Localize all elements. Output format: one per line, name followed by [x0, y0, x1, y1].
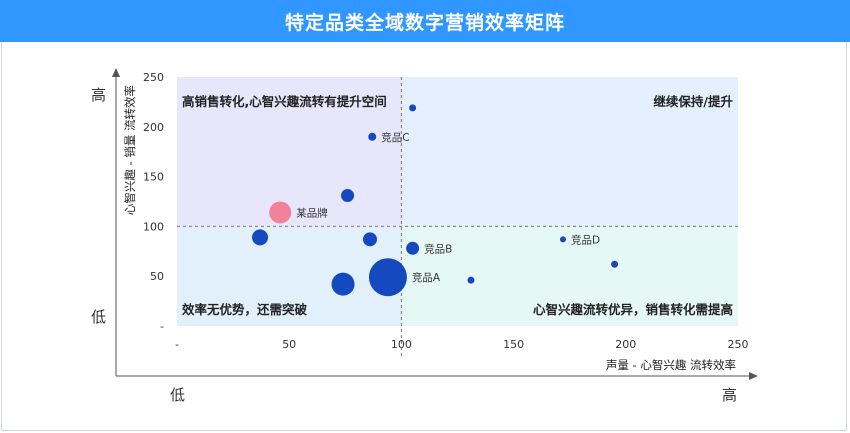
quadrant-label-top-left: 高销售转化,心智兴趣流转有提升空间	[182, 94, 387, 109]
x-tick-label: 50	[282, 338, 296, 351]
x-tick-label: 250	[728, 338, 749, 351]
bubble-label: 竞品A	[412, 271, 441, 284]
y-axis-arrow	[112, 68, 120, 77]
x-tick-label: 150	[503, 338, 524, 351]
chart-frame	[1, 42, 847, 431]
bubble-point	[467, 276, 475, 284]
x-axis-title: 声量 - 心智兴趣 流转效率	[606, 358, 736, 372]
x-axis-arrow	[749, 372, 758, 380]
bubble-point	[406, 241, 420, 255]
quadrant-label-bottom-left: 效率无优势，还需突破	[182, 302, 308, 317]
quadrant-bottom-left	[177, 226, 402, 326]
bubble-label: 竞品C	[381, 131, 409, 144]
bubble-point	[341, 189, 355, 203]
y-tick-label: 150	[143, 171, 164, 184]
bubble-point	[611, 260, 619, 268]
y-tick-label: 200	[143, 121, 164, 134]
bubble-point	[331, 272, 355, 296]
bubble-point	[368, 132, 377, 141]
header-bar: 特定品类全域数字营销效率矩阵	[0, 0, 850, 42]
y-tick-label: 50	[150, 270, 164, 283]
y-axis-title: 心智兴趣 - 销量 流转效率	[123, 85, 137, 215]
highlight-bubble	[269, 201, 292, 224]
quadrant-label-top-right: 继续保持/提升	[653, 94, 733, 109]
x-tick-label: 200	[615, 338, 636, 351]
x-tick-label: -	[175, 338, 179, 351]
bubble-label: 某品牌	[296, 206, 328, 219]
y-axis-high-label: 高	[91, 86, 107, 104]
y-tick-label: 250	[143, 71, 164, 84]
page-title: 特定品类全域数字营销效率矩阵	[284, 11, 565, 34]
bubble-point	[409, 104, 417, 112]
bubble-point	[368, 258, 407, 297]
y-axis-low-label: 低	[91, 308, 107, 326]
x-axis-high-label: 高	[722, 386, 738, 404]
quadrant-top-right	[401, 77, 738, 227]
bubble-point	[559, 236, 566, 243]
quadrant-top-left	[177, 77, 402, 227]
bubble-point	[362, 232, 377, 247]
bubble-label: 竞品B	[424, 242, 452, 255]
quadrant-bottom-right	[401, 226, 738, 326]
x-tick-label: 100	[391, 338, 412, 351]
quadrant-label-bottom-right: 心智兴趣流转优异，销售转化需提高	[533, 302, 733, 317]
bubble-label: 竞品D	[571, 233, 600, 246]
bubble-point	[252, 229, 269, 246]
y-tick-label: 100	[143, 220, 164, 233]
y-tick-label: -	[160, 320, 164, 333]
x-axis-low-label: 低	[170, 386, 186, 404]
